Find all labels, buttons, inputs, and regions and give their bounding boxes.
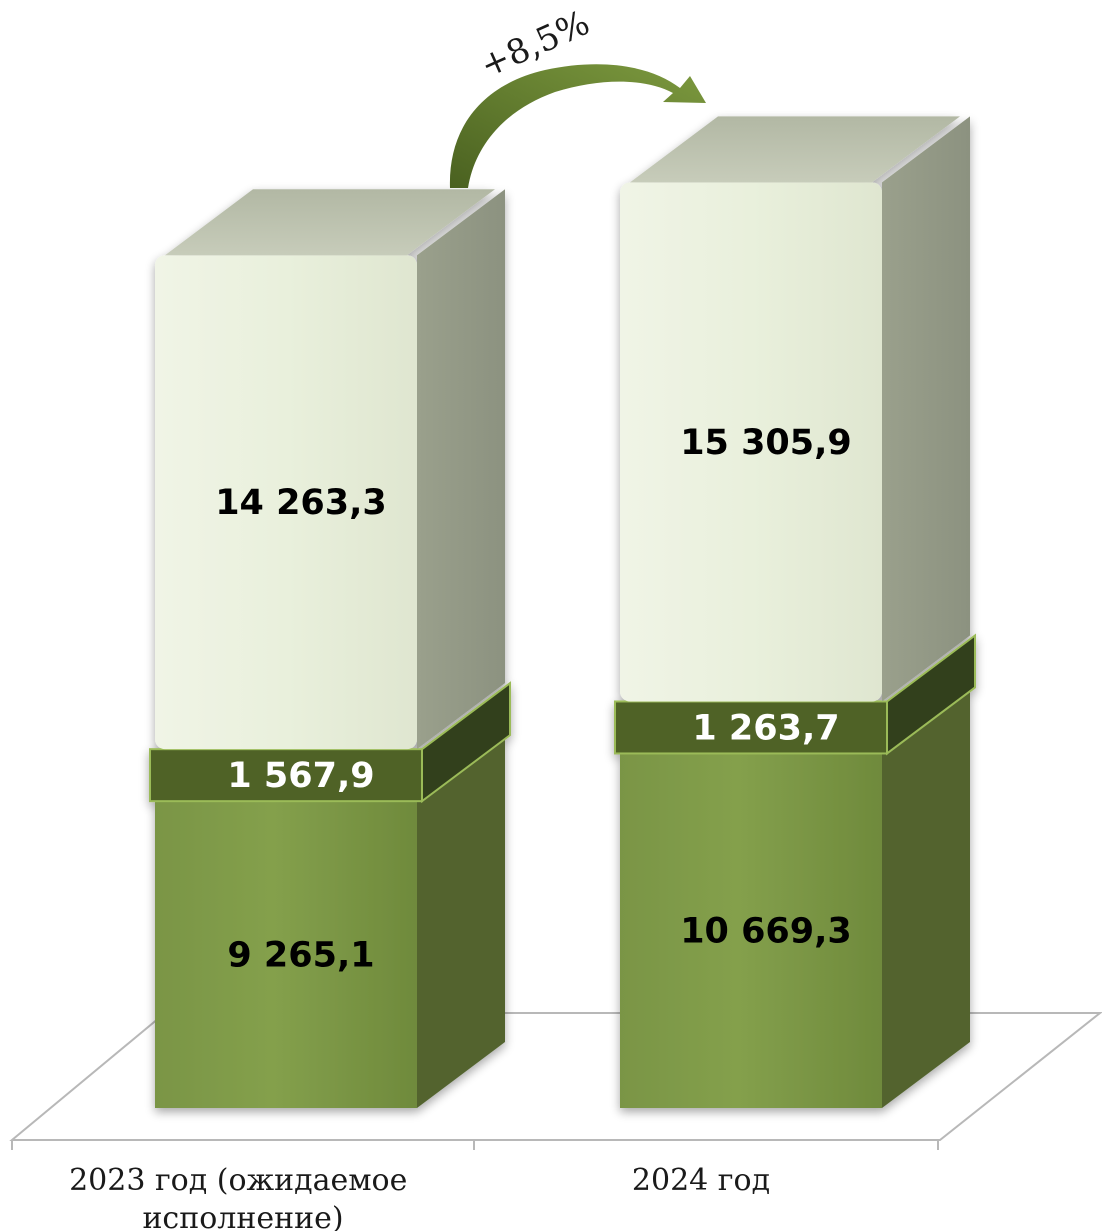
bar-top-face xyxy=(630,116,960,183)
bar-side-own-revenue xyxy=(882,687,970,1108)
bar-segment-other xyxy=(155,255,417,750)
bar-side-own-revenue xyxy=(417,735,505,1108)
data-label-own-revenue: 9 265,1 xyxy=(227,936,374,976)
data-label-transfers: 1 263,7 xyxy=(692,708,839,748)
bar-segment-own-revenue xyxy=(155,801,417,1108)
category-label-2023: 2023 год (ожидаемое исполнение) xyxy=(69,1163,417,1231)
bar-segment-transfers xyxy=(614,700,888,755)
bar-2024 xyxy=(614,116,976,1108)
bar-side-other xyxy=(882,116,970,702)
bar-top-face xyxy=(165,189,495,256)
category-label-2023-line1: 2023 год (ожидаемое xyxy=(69,1163,407,1198)
data-label-transfers: 1 567,9 xyxy=(227,756,374,796)
bar-side-other xyxy=(417,189,505,750)
bar-side-transfers xyxy=(886,633,976,756)
category-label-2023-line2: исполнение) xyxy=(142,1201,343,1231)
bars: 9 265,1 1 567,9 14 263,3 10 669,3 1 263,7 15 … xyxy=(149,116,976,1108)
bar-segment-own-revenue xyxy=(620,753,882,1108)
bar-side-transfers xyxy=(421,681,511,804)
category-label-2024-line1: 2024 год xyxy=(632,1163,770,1198)
data-label-other: 15 305,9 xyxy=(680,423,852,463)
bar-2023 xyxy=(149,189,511,1108)
data-label-other: 14 263,3 xyxy=(215,483,387,523)
data-label-own-revenue: 10 669,3 xyxy=(680,912,852,952)
growth-arrow-icon xyxy=(449,64,706,188)
category-label-2024: 2024 год xyxy=(632,1163,770,1198)
bar-segment-other xyxy=(620,182,882,702)
